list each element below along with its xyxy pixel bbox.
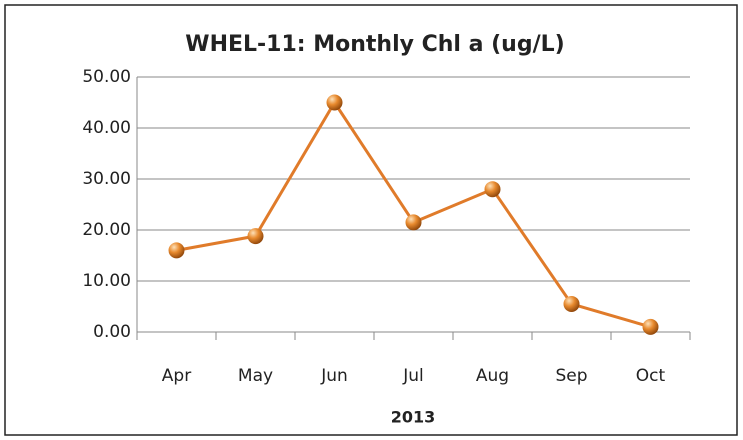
y-tick-label: 0.00: [93, 322, 131, 342]
data-point: [247, 228, 264, 245]
chart-title: WHEL-11: Monthly Chl a (ug/L): [185, 32, 564, 57]
x-tick-label: Jul: [402, 366, 424, 386]
x-tick-label: Oct: [636, 366, 666, 386]
x-tick-label: May: [238, 366, 273, 386]
x-tick-label: Apr: [162, 366, 191, 386]
y-tick-label: 10.00: [82, 271, 131, 291]
data-point: [563, 295, 580, 312]
data-point: [326, 94, 343, 111]
y-tick-label: 40.00: [82, 118, 131, 138]
data-point: [484, 181, 501, 198]
data-point: [168, 242, 185, 259]
x-tick-label: Jun: [320, 366, 348, 386]
y-tick-label: 50.00: [82, 67, 131, 87]
x-axis-title: 2013: [391, 408, 436, 427]
y-tick-label: 30.00: [82, 169, 131, 189]
data-point: [642, 318, 659, 335]
x-tick-label: Sep: [555, 366, 587, 386]
data-point: [405, 214, 422, 231]
x-tick-label: Aug: [476, 366, 509, 386]
y-tick-label: 20.00: [82, 220, 131, 240]
